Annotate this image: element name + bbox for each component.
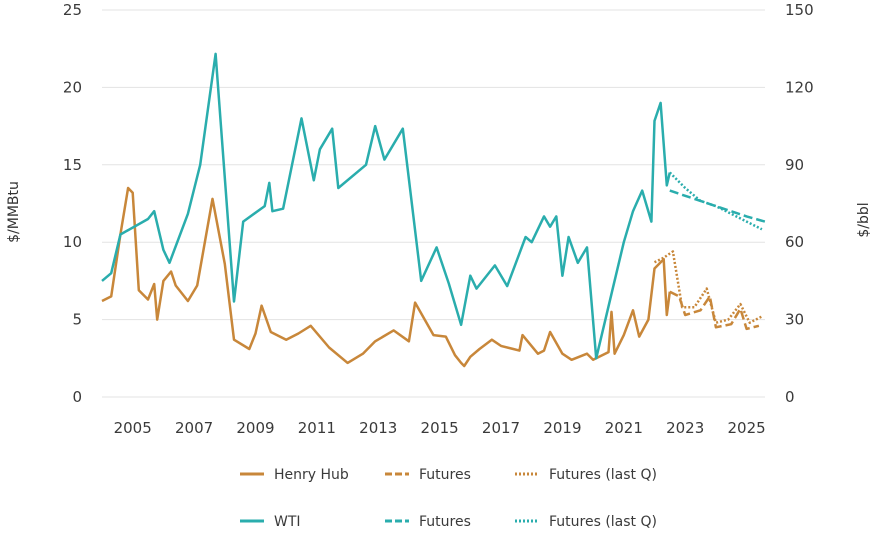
x-tick-label: 2011 — [298, 419, 336, 437]
series-line-futures-left — [669, 290, 760, 331]
x-tick-label: 2013 — [359, 419, 397, 437]
legend-label: Futures (last Q) — [549, 514, 657, 530]
gridlines — [102, 9, 765, 398]
y-left-tick-label: 20 — [63, 78, 82, 96]
x-tick-label: 2009 — [236, 419, 274, 437]
series-line-futures-last-q--left — [653, 250, 763, 324]
y-left-tick-label: 15 — [63, 156, 82, 174]
y-right-tick-label: 60 — [785, 233, 804, 251]
y-left-tick-label: 10 — [63, 233, 82, 251]
legend: Henry Hub Futures Futures (last Q) WTI Futur… — [240, 467, 657, 530]
x-tick-label: 2021 — [605, 419, 643, 437]
y-right-tick-label: 0 — [785, 388, 795, 406]
x-tick-label: 2017 — [482, 419, 520, 437]
x-tick-label: 2023 — [666, 419, 704, 437]
x-tick-label: 2019 — [543, 419, 581, 437]
y-axis-right-title: $/bbl — [856, 202, 872, 237]
y-left-tick-label: 25 — [63, 1, 82, 19]
series-line-wti-right — [101, 52, 672, 360]
legend-label: Henry Hub — [274, 467, 349, 483]
y-right-tick-label: 90 — [785, 156, 804, 174]
x-tick-label: 2015 — [421, 419, 459, 437]
x-tick-label: 2025 — [727, 419, 765, 437]
x-tick-label: 2005 — [114, 419, 152, 437]
y-right-tick-label: 150 — [785, 1, 814, 19]
x-tick-label: 2007 — [175, 419, 213, 437]
legend-label: Futures — [419, 467, 471, 483]
series-line-henry-hub-left — [101, 186, 672, 368]
legend-label: Futures — [419, 514, 471, 530]
y-right-tick-label: 120 — [785, 78, 814, 96]
series-line-futures-right — [669, 189, 766, 223]
y-axis-left-title: $/MMBtu — [6, 181, 22, 243]
y-right-tick-label: 30 — [785, 311, 804, 329]
legend-label: WTI — [274, 514, 301, 530]
legend-label: Futures (last Q) — [549, 467, 657, 483]
series-line-futures-last-q--right — [668, 171, 763, 231]
y-left-tick-label: 0 — [72, 388, 82, 406]
y-left-tick-label: 5 — [72, 311, 82, 329]
plot-area — [101, 52, 766, 368]
